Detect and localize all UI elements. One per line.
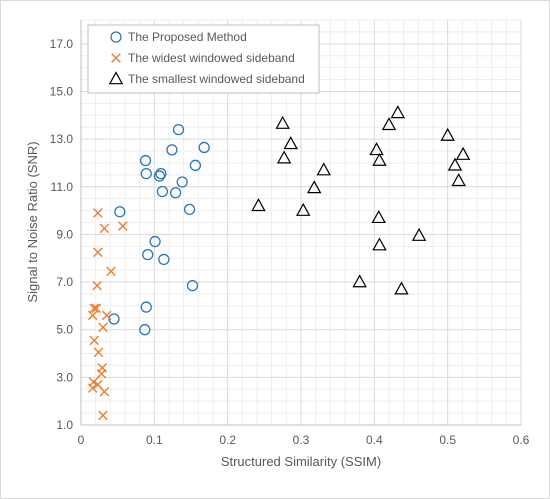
proposed-method-point: [198, 141, 210, 154]
smallest-sideband-point: [369, 142, 384, 156]
proposed-method-point: [140, 168, 152, 180]
y-tick-label: 3.0: [56, 370, 73, 384]
data-markers: [87, 105, 471, 421]
proposed-method-point: [169, 187, 182, 199]
smallest-sideband-point: [275, 115, 290, 129]
proposed-method-point: [186, 279, 199, 292]
proposed-method-point: [189, 159, 202, 171]
smallest-sideband-point: [295, 202, 311, 216]
widest-sideband-point: [98, 410, 108, 421]
smallest-sideband-point: [411, 227, 427, 241]
y-tick-label: 1.0: [56, 418, 73, 432]
x-tick-label: 0.1: [146, 433, 163, 447]
x-tick-label: 0.2: [219, 433, 236, 447]
proposed-method-point: [139, 154, 152, 167]
proposed-method-point: [156, 185, 169, 198]
y-tick-label: 5.0: [56, 323, 73, 337]
x-tick-label: 0.4: [366, 433, 383, 447]
widest-sideband-point: [101, 310, 112, 321]
legend-widest-sideband-marker: [111, 53, 121, 63]
widest-sideband-point: [89, 335, 99, 346]
widest-sideband-point: [106, 266, 116, 277]
widest-sideband-point: [87, 310, 98, 321]
proposed-method-point: [139, 324, 151, 336]
legend-label: The widest windowed sideband: [128, 51, 295, 65]
proposed-method-point: [108, 313, 120, 325]
widest-sideband-point: [96, 368, 107, 379]
legend-label: The smallest windowed sideband: [128, 72, 305, 86]
proposed-method-point: [176, 176, 188, 188]
smallest-sideband-point: [251, 198, 266, 212]
y-axis-title: Signal to Noise Ratio (SNR): [25, 141, 40, 302]
proposed-method-point: [172, 123, 185, 136]
proposed-method-point: [142, 249, 154, 261]
widest-sideband-point: [93, 347, 104, 358]
proposed-method-point: [149, 235, 161, 248]
legend-smallest-sideband-marker: [108, 71, 124, 85]
x-tick-label: 0.6: [513, 433, 530, 447]
widest-sideband-point: [92, 280, 102, 291]
smallest-sideband-point: [451, 173, 466, 187]
widest-sideband-point: [87, 383, 98, 393]
smallest-sideband-point: [276, 150, 292, 164]
proposed-method-point: [140, 301, 152, 313]
y-tick-label: 11.0: [51, 180, 74, 194]
widest-sideband-point: [91, 303, 102, 314]
proposed-method-point: [155, 168, 167, 180]
smallest-sideband-point: [455, 146, 471, 160]
widest-sideband-point: [118, 221, 128, 231]
legend-label: The Proposed Method: [128, 30, 247, 44]
smallest-sideband-point: [394, 281, 409, 295]
y-tick-label: 15.0: [50, 84, 74, 98]
y-axis-ticks: 1.0 3.0 5.0 7.0 9.0 11.0 13.0 15.0 17.0: [50, 37, 74, 432]
widest-sideband-point: [89, 303, 99, 314]
smallest-sideband-point: [352, 274, 367, 288]
x-axis-title: Structured Similarity (SSIM): [221, 454, 381, 469]
proposed-method-point: [158, 253, 170, 266]
x-tick-label: 0: [78, 433, 85, 447]
smallest-sideband-point: [390, 105, 406, 119]
smallest-sideband-point: [371, 209, 386, 224]
y-tick-label: 13.0: [50, 132, 74, 146]
widest-sideband-point: [99, 386, 110, 397]
proposed-method-point: [166, 144, 178, 156]
widest-sideband-point: [93, 247, 103, 258]
smallest-sideband-point: [372, 152, 387, 166]
proposed-method-point: [183, 203, 196, 216]
smallest-sideband-point: [440, 127, 455, 141]
smallest-sideband-point: [381, 117, 397, 131]
widest-sideband-point: [93, 208, 103, 218]
legend-proposed-method-marker: [110, 31, 122, 43]
widest-sideband-point: [99, 223, 110, 234]
y-tick-label: 7.0: [56, 275, 73, 289]
proposed-method-point: [114, 206, 126, 218]
smallest-sideband-point: [316, 162, 331, 176]
legend-box: [87, 24, 320, 94]
smallest-sideband-point: [283, 136, 298, 150]
x-axis-ticks: 0 0.1 0.2 0.3 0.4 0.5 0.6: [78, 433, 530, 447]
legend: The Proposed Method The widest windowed s…: [87, 24, 320, 94]
smallest-sideband-point: [372, 237, 387, 251]
smallest-sideband-point: [447, 157, 463, 171]
proposed-method-point: [153, 170, 166, 182]
x-tick-label: 0.5: [439, 433, 456, 447]
y-tick-label: 17.0: [50, 37, 74, 51]
x-tick-label: 0.3: [293, 433, 310, 447]
widest-sideband-point: [98, 322, 108, 333]
smallest-sideband-point: [306, 180, 322, 194]
y-tick-label: 9.0: [56, 227, 73, 241]
